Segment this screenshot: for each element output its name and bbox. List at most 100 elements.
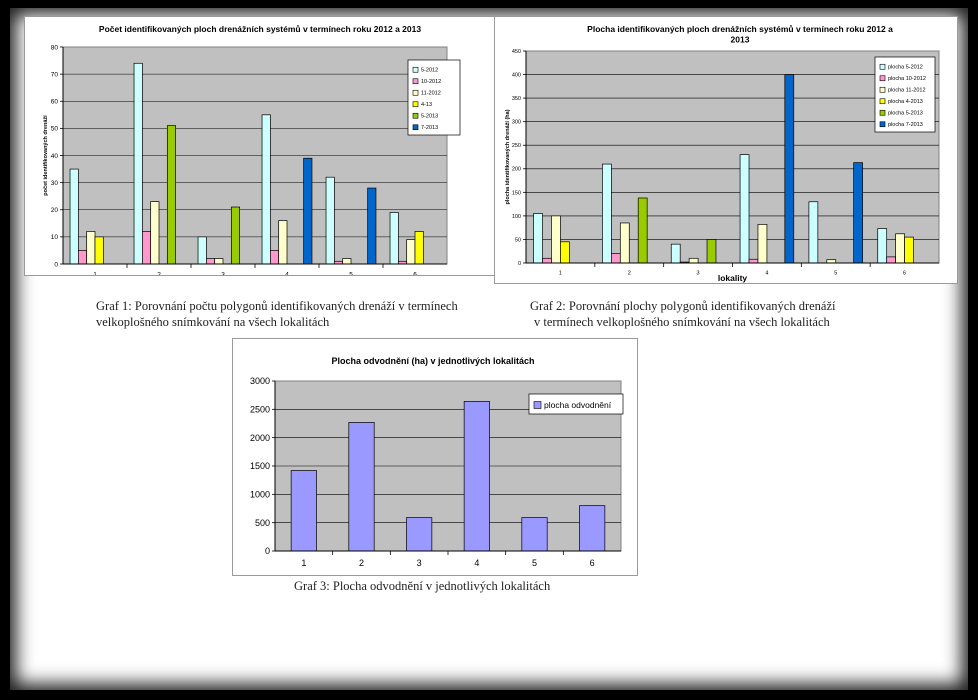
chart2-bar [895,233,905,264]
chart1-title: Počet identifikovaných ploch drenážních … [99,24,421,34]
chart1-x-tick-label: 5 [349,272,353,276]
chart2-y-axis-label: plocha identifikovaných drenáží (ha) [505,109,511,204]
chart3-title: Plocha odvodnění (ha) v jednotlivých lok… [331,356,534,366]
chart1-y-tick-label: 30 [51,180,59,187]
chart2-legend-label: plocha 5-2012 [888,65,923,71]
chart2-title: Plocha identifikovaných ploch drenážních… [587,24,893,34]
chart1-bar [325,176,335,265]
chart2-legend-swatch [879,98,886,105]
caption-graf-2: Graf 2: Porovnání plochy polygonů identi… [530,298,950,330]
chart2-legend-swatch [879,63,886,70]
chart2-legend-swatch [879,121,886,128]
chart1-bar [303,157,313,265]
chart2-bar [637,197,648,264]
chart1-legend-swatch [412,89,419,96]
chart1-bar [86,231,96,265]
chart1-bar [150,201,160,265]
chart2-legend-swatch [879,75,886,82]
chart2-bar [877,228,888,264]
chart1-bar [94,236,104,265]
chart2-bar [533,213,543,264]
chart2-y-tick-label: 300 [512,120,521,126]
caption-graf-2-line-1: Graf 2: Porovnání plochy polygonů identi… [530,299,836,313]
chart3-x-tick-label: 2 [359,558,364,568]
chart2-x-tick-label: 6 [903,271,906,277]
caption-graf-1-line-1: Graf 1: Porovnání počtu polygonů identif… [96,299,458,313]
chart3-y-tick-label: 1000 [250,489,270,499]
chart1-bar [142,231,152,265]
chart1-y-tick-label: 60 [51,99,59,106]
chart-graf-3-svg: Plocha odvodnění (ha) v jednotlivých lok… [250,356,624,568]
chart1-y-tick-label: 20 [51,207,59,214]
chart1-bar [406,239,416,265]
chart1-bar [278,220,288,265]
chart2-bar [739,154,750,264]
chart2-y-tick-label: 50 [515,237,521,243]
chart3-legend-swatch [533,401,542,409]
chart-graf-2-svg: Plocha identifikovaných ploch drenážních… [505,24,940,283]
chart1-legend-swatch [412,112,419,119]
chart2-bar [611,253,621,264]
chart1-bar [414,231,424,265]
chart2-y-tick-label: 400 [512,72,521,78]
chart2-x-tick-label: 2 [628,271,631,277]
chart3-x-tick-label: 6 [590,558,595,568]
chart2-bar [808,201,819,264]
chart1-bar [166,125,176,265]
caption-graf-1: Graf 1: Porovnání počtu polygonů identif… [96,298,516,330]
chart-graf-3: Plocha odvodnění (ha) v jednotlivých lok… [232,338,638,576]
chart2-x-tick-label: 5 [834,271,837,277]
chart2-bar [853,162,863,264]
chart1-y-tick-label: 10 [51,234,59,241]
chart1-legend-label: 5-2013 [421,114,438,120]
chart3-legend [528,393,624,415]
chart2-bar [757,224,768,264]
chart2-legend-label: plocha 5-2013 [888,111,923,117]
chart1-legend-swatch [412,101,419,108]
chart1-y-tick-label: 50 [51,126,59,133]
chart1-y-tick-label: 0 [54,261,58,268]
chart3-bar [406,517,433,552]
chart3-bar [290,470,317,552]
chart2-bar [688,257,699,264]
chart1-bar [342,258,352,265]
chart2-bar [560,241,570,264]
chart2-legend-swatch [879,109,886,116]
chart1-legend-label: 10-2012 [421,79,441,85]
chart1-bar [389,212,399,265]
caption-graf-1-line-2: velkoplošného snímkování na všech lokali… [96,315,330,329]
chart2-y-tick-label: 150 [512,190,521,196]
chart2-legend-label: plocha 4-2013 [888,99,923,105]
chart3-x-tick-label: 4 [474,558,479,568]
chart2-bar [670,243,681,264]
caption-graf-3: Graf 3: Plocha odvodnění v jednotlivých … [294,578,694,594]
chart1-legend-label: 7-2013 [421,125,438,131]
chart3-bar [521,517,548,552]
chart1-bar [261,114,271,265]
chart-graf-1: Počet identifikovaných ploch drenážních … [24,16,496,276]
chart1-legend-swatch [412,78,419,85]
chart2-bar [706,239,717,264]
chart3-x-tick-label: 1 [301,558,306,568]
chart2-y-tick-label: 250 [512,143,521,149]
chart1-legend-label: 11-2012 [421,91,441,97]
chart2-legend-swatch [879,86,886,93]
chart3-bar [463,401,490,552]
chart1-legend-swatch [412,124,419,131]
chart2-y-tick-label: 450 [512,49,521,55]
chart1-x-tick-label: 4 [285,272,289,276]
chart2-x-axis-label: lokality [718,273,748,283]
chart2-plot-area [525,50,940,264]
document-page: Počet identifikovaných ploch drenážních … [10,8,968,690]
chart2-legend-label: plocha 11-2012 [888,88,926,94]
chart2-x-tick-label: 3 [697,271,700,277]
chart3-bar [348,422,375,552]
chart3-y-tick-label: 1500 [250,461,270,471]
chart3-bar [579,505,606,552]
chart2-legend-label: plocha 7-2013 [888,122,923,128]
chart-graf-1-svg: Počet identifikovaných ploch drenážních … [43,24,461,276]
chart1-bar [230,206,240,265]
chart2-y-tick-label: 100 [512,214,521,220]
chart1-bar [133,62,143,265]
chart1-legend-swatch [412,66,419,73]
